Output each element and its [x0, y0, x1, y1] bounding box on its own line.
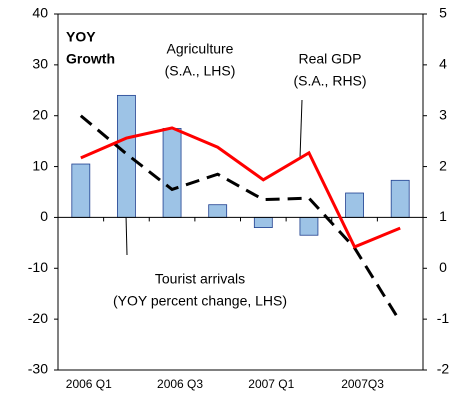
y-tick-label: -30	[28, 361, 48, 377]
y2-tick-label: 5	[439, 5, 447, 21]
y-tick-label: 40	[32, 5, 48, 21]
plot-frame	[57, 13, 424, 371]
y2-tick-label: 1	[439, 208, 447, 224]
y2-tick-label: -1	[437, 310, 450, 326]
line-series	[79, 114, 402, 323]
bar	[117, 94, 136, 218]
bar	[208, 204, 228, 218]
annotation: (YOY percent change, LHS)	[113, 293, 287, 309]
bar	[390, 179, 410, 218]
annotation: (S.A., LHS)	[165, 63, 236, 79]
line-series	[80, 126, 401, 249]
x-tick-label: 2006 Q1	[66, 377, 112, 391]
y2-tick-label: 2	[439, 157, 447, 173]
bar	[345, 192, 364, 218]
bar	[299, 217, 319, 236]
y-tick-label: 20	[32, 106, 48, 122]
bar	[162, 128, 182, 218]
y-tick-label: -20	[28, 310, 48, 326]
y2-tick-label: 0	[439, 259, 447, 275]
annotation: Real GDP	[298, 51, 361, 67]
y-tick-label: 10	[32, 157, 48, 173]
bar	[253, 217, 273, 229]
y2-tick-label: 4	[439, 56, 447, 72]
annotation: Tourist arrivals	[155, 271, 245, 287]
x-tick-label: 2007 Q1	[248, 377, 294, 391]
leader-line	[299, 99, 303, 159]
annotation: (S.A., RHS)	[293, 73, 366, 89]
annotation: Agriculture	[167, 41, 234, 57]
x-tick-label: 2007Q3	[341, 377, 384, 391]
bar	[71, 163, 91, 218]
y-tick-label: 0	[40, 208, 48, 224]
y2-tick-label: -2	[437, 361, 450, 377]
annotation: YOY	[66, 29, 96, 45]
x-tick-label: 2006 Q3	[157, 377, 203, 391]
y-tick-label: -10	[28, 259, 48, 275]
y-tick-label: 30	[32, 56, 48, 72]
annotation: Growth	[66, 51, 115, 67]
y2-tick-label: 3	[439, 106, 447, 122]
